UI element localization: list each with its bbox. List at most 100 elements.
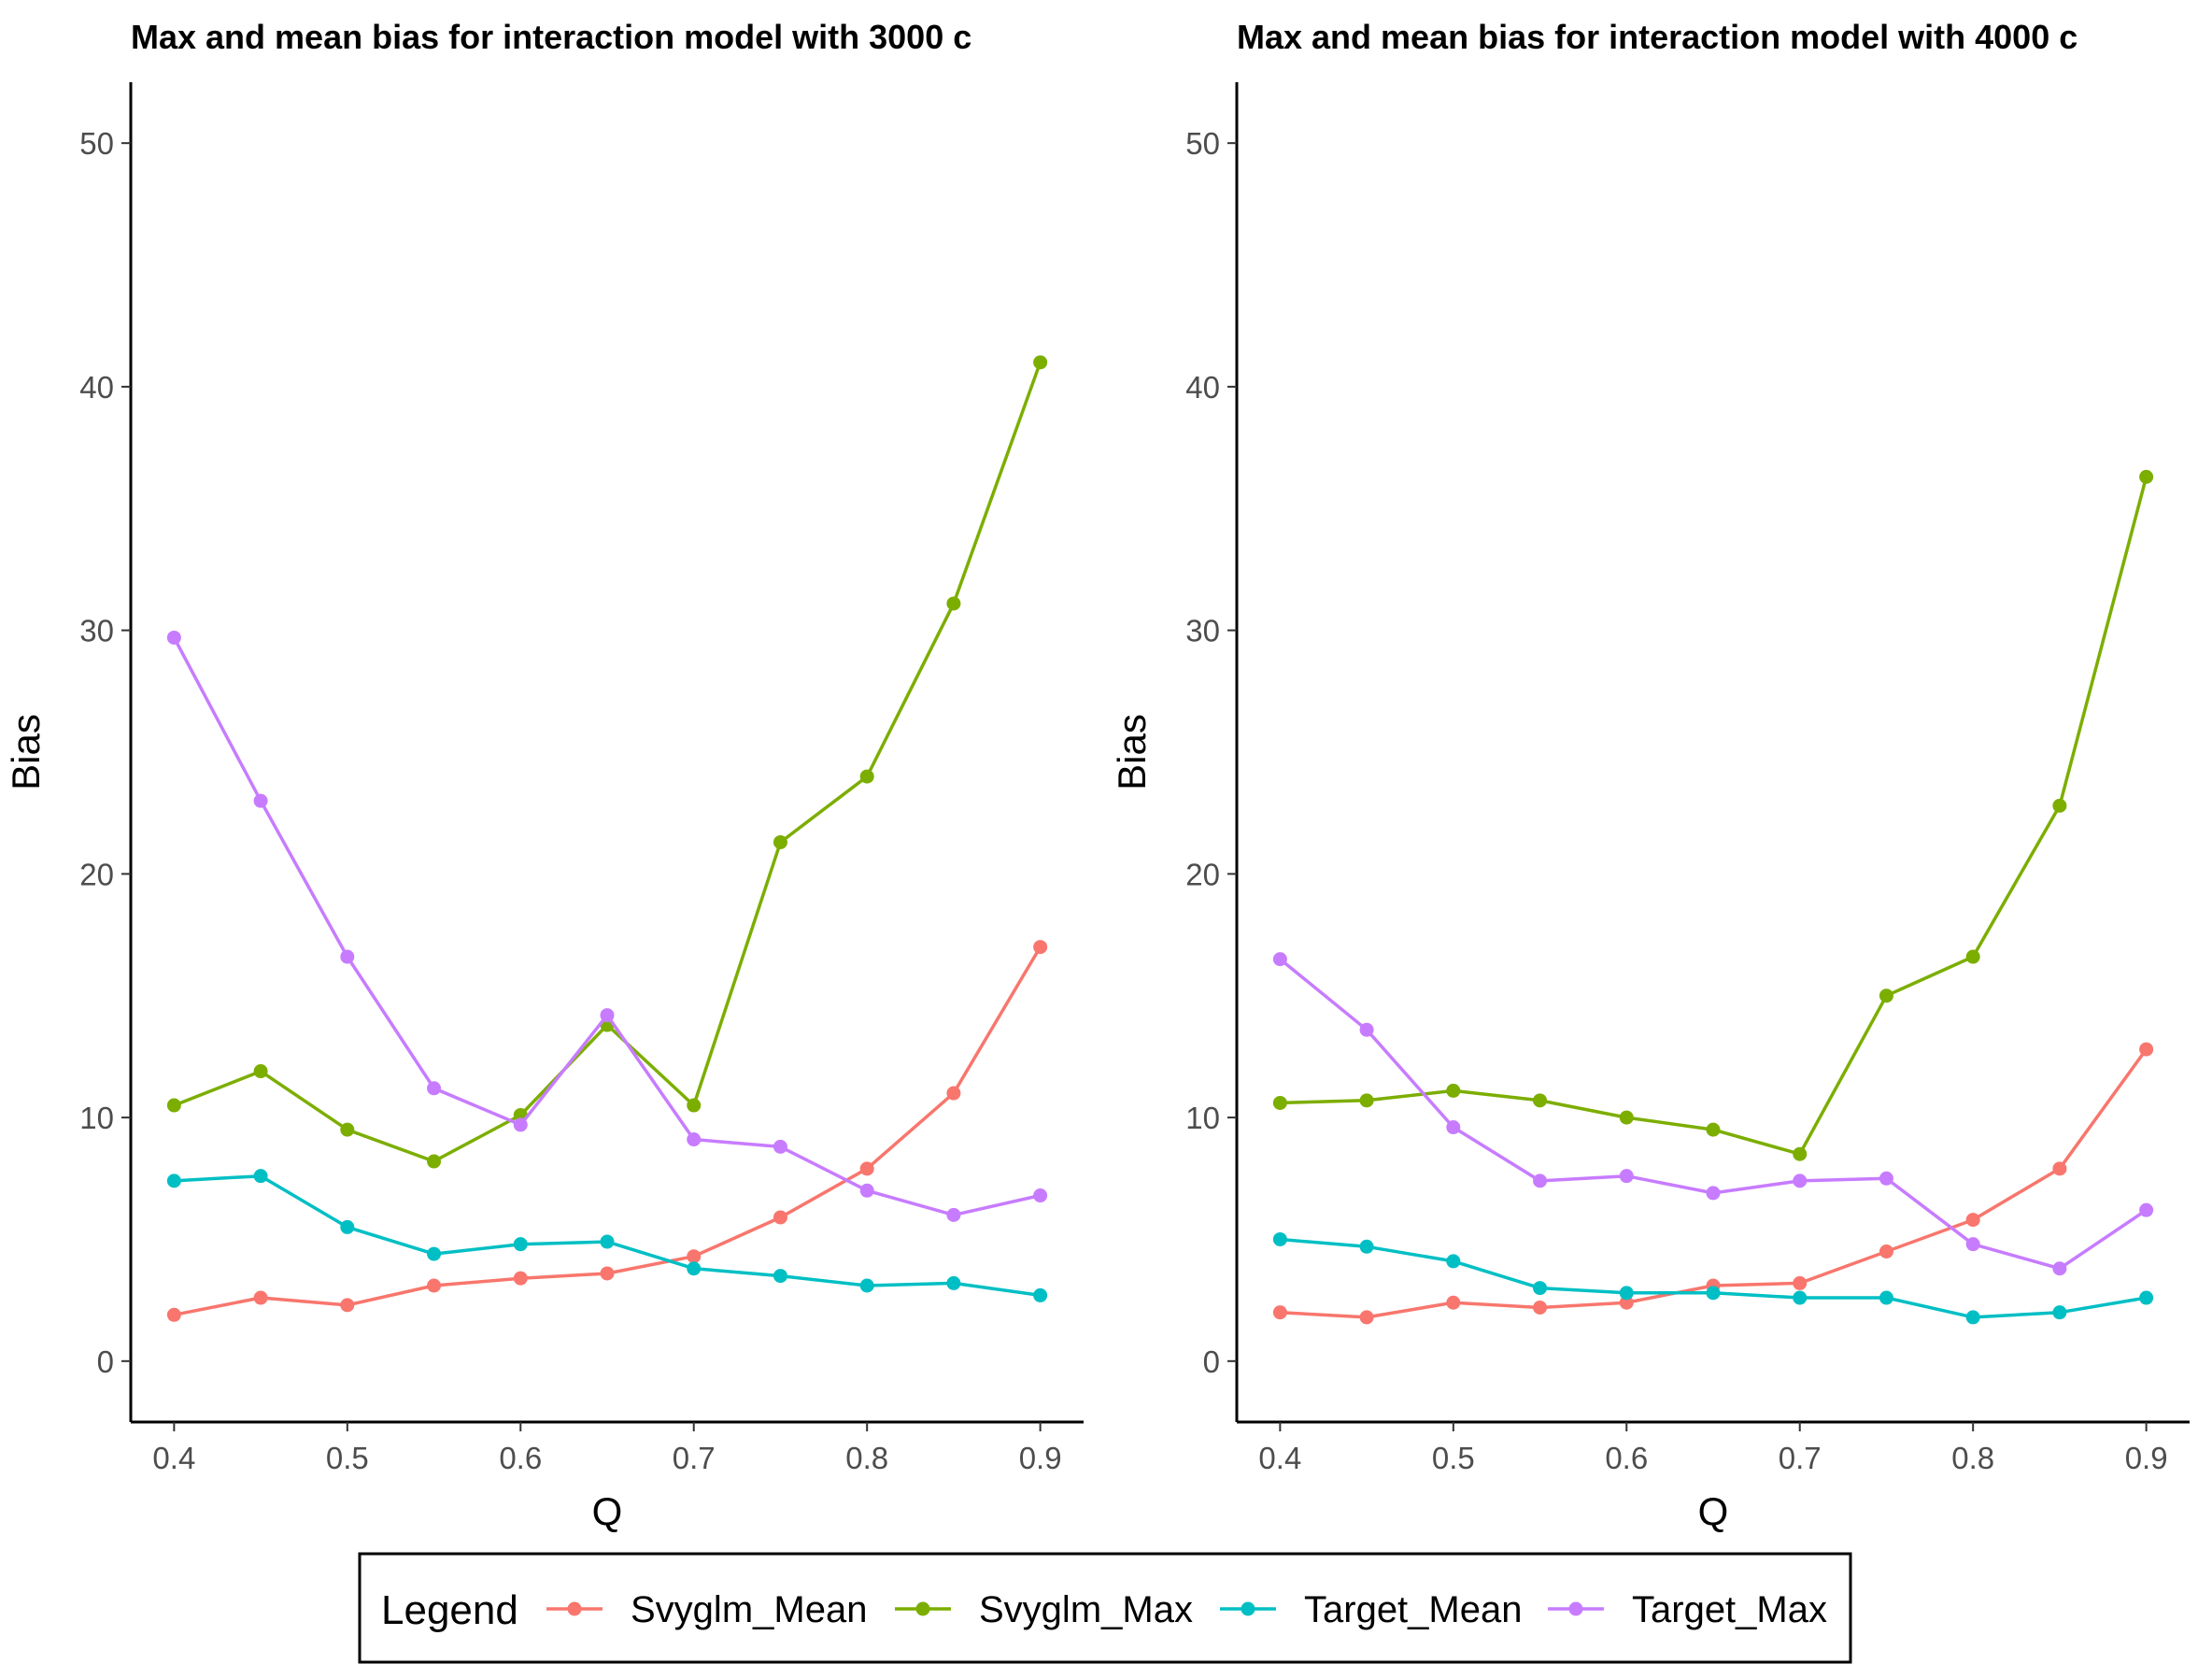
y-tick-label: 30 — [79, 614, 114, 648]
data-point — [2052, 798, 2067, 813]
data-point — [1706, 1286, 1721, 1301]
data-point — [1706, 1186, 1721, 1201]
data-point — [2139, 1290, 2154, 1305]
data-point — [2139, 1202, 2154, 1217]
data-point — [427, 1278, 442, 1293]
data-point — [773, 834, 787, 849]
legend-entry-Svyglm_Max: Svyglm_Max — [895, 1589, 1193, 1630]
data-point — [1793, 1290, 1808, 1305]
series-Target_Mean — [166, 1169, 1048, 1302]
data-point — [253, 793, 268, 808]
x-tick-label: 0.7 — [1779, 1441, 1822, 1475]
data-point — [1793, 1275, 1808, 1290]
data-point — [340, 1219, 355, 1234]
data-point — [773, 1269, 787, 1284]
legend-label: Svyglm_Mean — [631, 1589, 867, 1630]
y-tick-label: 30 — [1185, 614, 1220, 648]
x-tick-label: 0.9 — [1019, 1441, 1062, 1475]
x-tick-label: 0.4 — [1258, 1441, 1301, 1475]
y-tick-label: 40 — [79, 370, 114, 405]
y-axis-label: Bias — [1110, 714, 1154, 790]
chart-panels: Max and mean bias for interaction model … — [4, 18, 2190, 1533]
legend-entry-Target_Max: Target_Max — [1548, 1589, 1827, 1630]
x-tick-label: 0.4 — [152, 1441, 195, 1475]
legend-key-point — [1241, 1601, 1255, 1616]
data-point — [166, 630, 181, 645]
legend-label: Target_Mean — [1304, 1589, 1522, 1630]
data-point — [2052, 1261, 2067, 1276]
series-Target_Max — [1272, 952, 2154, 1276]
y-tick-label: 0 — [1203, 1344, 1220, 1379]
x-tick-label: 0.5 — [1432, 1441, 1475, 1475]
data-point — [340, 1122, 355, 1137]
data-point — [1359, 1239, 1374, 1254]
data-point — [1965, 1237, 1980, 1252]
y-tick-label: 50 — [1185, 126, 1220, 161]
legend-label: Target_Max — [1632, 1589, 1827, 1630]
x-tick-label: 0.7 — [673, 1441, 716, 1475]
y-tick-label: 40 — [1185, 370, 1220, 405]
data-point — [2139, 469, 2154, 484]
data-point — [340, 1298, 355, 1313]
data-point — [513, 1117, 528, 1132]
panel-1: Max and mean bias for interaction model … — [4, 18, 1084, 1533]
data-point — [946, 1275, 961, 1290]
x-tick-label: 0.9 — [2125, 1441, 2168, 1475]
data-point — [427, 1081, 442, 1096]
data-point — [1359, 1310, 1374, 1325]
data-point — [687, 1249, 702, 1264]
data-point — [1033, 355, 1048, 370]
data-point — [2052, 1161, 2067, 1176]
legend-entry-Target_Mean: Target_Mean — [1220, 1589, 1522, 1630]
data-point — [1879, 1290, 1893, 1305]
data-point — [946, 1086, 961, 1101]
data-point — [166, 1307, 181, 1322]
data-point — [1272, 952, 1287, 967]
data-point — [1446, 1295, 1461, 1310]
data-point — [427, 1246, 442, 1261]
data-point — [773, 1139, 787, 1154]
data-point — [773, 1210, 787, 1225]
data-point — [859, 769, 874, 784]
data-point — [859, 1183, 874, 1198]
data-point — [687, 1261, 702, 1276]
data-point — [600, 1234, 615, 1249]
chart-title: Max and mean bias for interaction model … — [131, 18, 971, 56]
legend: Legend Svyglm_Mean Svyglm_Max Target_Mean Ta… — [358, 1552, 1852, 1664]
data-point — [1533, 1173, 1548, 1188]
data-point — [2052, 1305, 2067, 1320]
legend-label: Svyglm_Max — [979, 1589, 1193, 1630]
series-Svyglm_Max — [166, 355, 1048, 1169]
data-point — [1965, 949, 1980, 964]
data-point — [1879, 1244, 1893, 1259]
data-point — [1533, 1281, 1548, 1296]
data-point — [859, 1161, 874, 1176]
data-point — [253, 1290, 268, 1305]
data-point — [600, 1266, 615, 1281]
data-point — [1619, 1169, 1634, 1184]
data-point — [1533, 1093, 1548, 1108]
x-axis-label: Q — [592, 1489, 623, 1533]
series-Svyglm_Mean — [166, 940, 1048, 1322]
data-point — [1879, 988, 1893, 1003]
data-point — [1272, 1095, 1287, 1110]
series-Svyglm_Mean — [1272, 1042, 2154, 1325]
y-tick-label: 10 — [1185, 1101, 1220, 1135]
data-point — [946, 1207, 961, 1222]
legend-key-point — [1568, 1601, 1583, 1616]
data-point — [1359, 1022, 1374, 1037]
data-point — [1272, 1305, 1287, 1320]
data-point — [2139, 1042, 2154, 1057]
data-point — [687, 1098, 702, 1113]
y-tick-label: 20 — [79, 857, 114, 891]
legend-title: Legend — [381, 1587, 518, 1633]
x-tick-label: 0.5 — [326, 1441, 369, 1475]
data-point — [859, 1278, 874, 1293]
data-point — [1706, 1122, 1721, 1137]
data-point — [1033, 1188, 1048, 1203]
panel-2: Max and mean bias for interaction model … — [1110, 18, 2190, 1533]
data-point — [1619, 1110, 1634, 1125]
data-point — [1446, 1083, 1461, 1098]
